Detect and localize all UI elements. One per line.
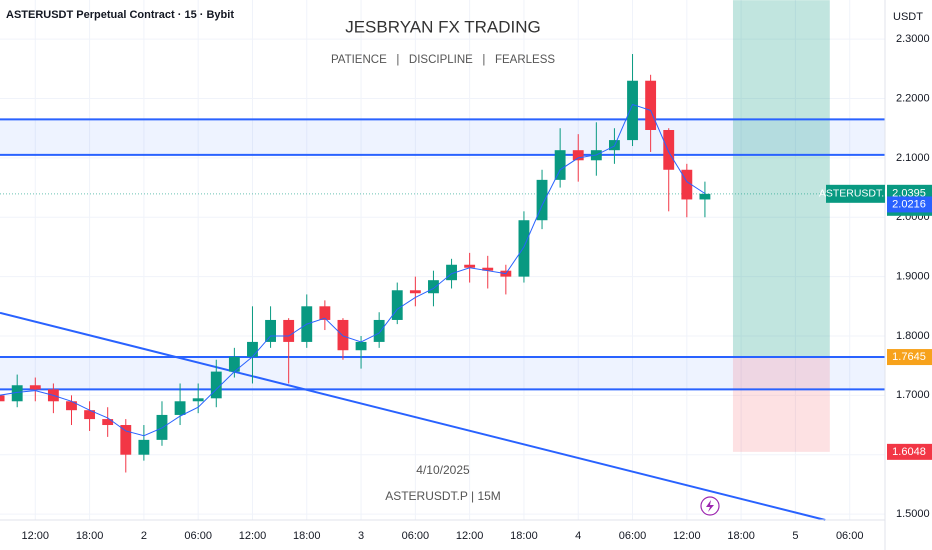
x-tick-label: 12:00: [456, 530, 484, 542]
y-tick-label: 2.1000: [896, 152, 930, 164]
candle-body: [373, 319, 385, 342]
lightning-icon: [700, 496, 720, 516]
y-tick-label: 1.8000: [896, 330, 930, 342]
candle-body: [518, 220, 530, 277]
x-tick-label: 5: [792, 530, 798, 542]
x-tick-label: 06:00: [619, 530, 647, 542]
x-tick-label: 12:00: [673, 530, 701, 542]
candle-body: [428, 280, 439, 294]
price-marker-label: 1.7645: [892, 351, 926, 363]
chart-subtitle: PATIENCE | DISCIPLINE | FEARLESS: [331, 54, 555, 66]
x-tick-label: 18:00: [293, 530, 321, 542]
x-tick-label: 2: [141, 530, 147, 542]
stop-zone: [732, 357, 830, 452]
candle-body: [337, 319, 349, 351]
y-tick-label: 1.9000: [896, 271, 930, 283]
candle-body: [554, 150, 566, 180]
x-tick-label: 12:00: [239, 530, 267, 542]
candle-body: [536, 179, 548, 221]
candle-body: [681, 169, 693, 200]
candle-body: [11, 385, 23, 402]
x-tick-label: 18:00: [510, 530, 538, 542]
symbol-badge-label: ASTERUSDT.P: [819, 188, 891, 200]
candle-body: [29, 385, 41, 390]
candle-body: [247, 341, 258, 357]
candle-body: [192, 398, 204, 402]
x-tick-label: 06:00: [402, 530, 430, 542]
chart-title: JESBRYAN FX TRADING: [345, 17, 541, 36]
x-tick-label: 06:00: [836, 530, 864, 542]
price-marker-label: 2.0216: [892, 198, 926, 210]
zone: [0, 357, 885, 390]
candle-body: [84, 410, 96, 420]
y-tick-label: 2.3000: [896, 33, 930, 45]
y-tick-label: 2.2000: [896, 92, 930, 104]
symbol-badge: [826, 184, 885, 203]
currency: USDT: [893, 11, 923, 23]
watermark-date: 4/10/2025: [416, 463, 470, 477]
trendline: [0, 311, 826, 521]
candle-body: [66, 401, 77, 411]
x-tick-label: 18:00: [76, 530, 104, 542]
candle-body: [645, 80, 657, 130]
x-tick-label: 4: [575, 530, 581, 542]
candle-body: [319, 306, 331, 320]
candle-body: [446, 264, 457, 281]
zone: [0, 119, 885, 155]
candle-body: [699, 193, 711, 200]
x-tick-label: 18:00: [727, 530, 755, 542]
price-marker: [887, 196, 932, 213]
target-zone: [732, 0, 830, 358]
candle-body: [627, 80, 638, 141]
candle-body: [464, 264, 476, 268]
candle-body: [210, 371, 222, 399]
candle-body: [355, 341, 367, 351]
candle-body: [120, 425, 132, 455]
y-tick-label: 1.5000: [896, 508, 930, 520]
candle-body: [409, 290, 421, 294]
price-marker: [887, 443, 932, 460]
candle-body: [228, 356, 240, 372]
candle-body: [663, 130, 675, 170]
moving-average: [0, 103, 706, 437]
x-tick-label: 06:00: [184, 530, 212, 542]
candle-body: [138, 439, 150, 455]
price-marker-label: 1.6048: [892, 446, 926, 458]
candle-body: [283, 319, 295, 342]
symbol-title: ASTERUSDT Perpetual Contract · 15 · Bybi…: [6, 9, 234, 21]
price-marker: [887, 349, 932, 366]
candle-body: [391, 290, 403, 320]
candle-body: [174, 401, 186, 415]
candle-body: [265, 319, 276, 342]
plot: [0, 0, 885, 521]
watermark-symbol: ASTERUSDT.P | 15M: [385, 489, 501, 503]
x-tick-label: 12:00: [22, 530, 50, 542]
candle-body: [0, 395, 5, 402]
candle-body: [572, 150, 584, 161]
y-tick-label: 1.7000: [896, 389, 930, 401]
candle-body: [102, 419, 114, 426]
x-tick-label: 3: [358, 530, 364, 542]
candle-body: [482, 267, 494, 271]
